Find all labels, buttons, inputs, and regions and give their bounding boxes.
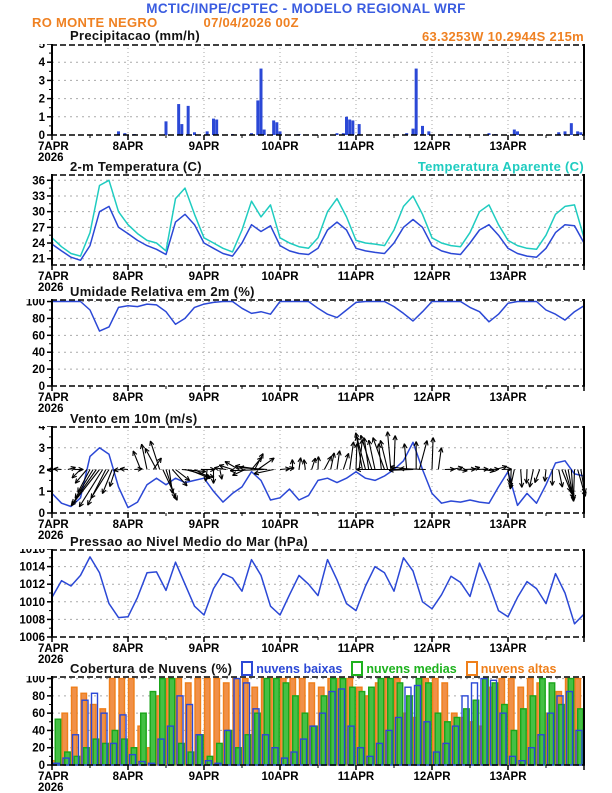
- svg-text:80: 80: [32, 691, 45, 703]
- svg-text:27: 27: [32, 222, 45, 234]
- svg-text:2026: 2026: [38, 152, 64, 163]
- svg-text:9APR: 9APR: [189, 519, 220, 531]
- svg-text:2026: 2026: [38, 282, 64, 293]
- svg-text:11APR: 11APR: [338, 771, 375, 783]
- svg-text:10APR: 10APR: [261, 141, 299, 153]
- svg-text:100: 100: [26, 676, 45, 686]
- svg-text:2026: 2026: [38, 530, 64, 541]
- svg-text:33: 33: [32, 191, 45, 203]
- svg-text:9APR: 9APR: [189, 771, 220, 783]
- svg-text:11APR: 11APR: [338, 643, 375, 655]
- svg-text:8APR: 8APR: [113, 519, 144, 531]
- svg-text:20: 20: [32, 743, 45, 755]
- svg-text:13APR: 13APR: [489, 141, 527, 153]
- svg-text:12APR: 12APR: [413, 271, 451, 283]
- svg-text:40: 40: [32, 347, 45, 359]
- svg-text:10APR: 10APR: [261, 771, 299, 783]
- svg-text:8APR: 8APR: [113, 771, 144, 783]
- svg-text:10APR: 10APR: [261, 643, 299, 655]
- svg-text:60: 60: [32, 708, 45, 720]
- svg-text:1010: 1010: [19, 597, 45, 609]
- svg-text:8APR: 8APR: [113, 141, 144, 153]
- station-coords: 63.3253W 10.2944S 215m: [422, 29, 584, 44]
- svg-text:2: 2: [39, 465, 45, 477]
- svg-text:1: 1: [39, 486, 46, 498]
- svg-text:13APR: 13APR: [489, 771, 527, 783]
- svg-text:4: 4: [39, 57, 46, 69]
- panel-title-precipitation: Precipitacao (mm/h): [70, 28, 200, 43]
- page-title: MCTIC/INPE/CPTEC - MODELO REGIONAL WRF: [0, 1, 612, 16]
- svg-text:2026: 2026: [38, 403, 64, 414]
- svg-text:5: 5: [39, 44, 46, 51]
- svg-text:2026: 2026: [38, 782, 64, 793]
- svg-text:30: 30: [32, 207, 45, 219]
- svg-text:1012: 1012: [19, 579, 45, 591]
- svg-text:10APR: 10APR: [261, 519, 299, 531]
- svg-text:3: 3: [39, 443, 45, 455]
- svg-text:13APR: 13APR: [489, 271, 527, 283]
- svg-text:12APR: 12APR: [413, 141, 451, 153]
- svg-text:1: 1: [39, 112, 46, 124]
- svg-text:8APR: 8APR: [113, 392, 144, 404]
- svg-text:3: 3: [39, 75, 45, 87]
- svg-text:36: 36: [32, 175, 45, 187]
- svg-text:80: 80: [32, 313, 45, 325]
- run-datetime: 07/04/2026 00Z: [204, 15, 299, 30]
- svg-text:60: 60: [32, 330, 45, 342]
- svg-text:11APR: 11APR: [338, 392, 375, 404]
- svg-text:4: 4: [39, 426, 46, 433]
- svg-text:13APR: 13APR: [489, 643, 527, 655]
- svg-text:12APR: 12APR: [413, 643, 451, 655]
- svg-text:1014: 1014: [19, 562, 45, 574]
- svg-text:9APR: 9APR: [189, 271, 220, 283]
- svg-text:1016: 1016: [19, 549, 45, 556]
- svg-text:1008: 1008: [19, 614, 45, 626]
- svg-text:10APR: 10APR: [261, 392, 299, 404]
- svg-text:8APR: 8APR: [113, 271, 144, 283]
- svg-text:9APR: 9APR: [189, 141, 220, 153]
- svg-text:9APR: 9APR: [189, 392, 220, 404]
- svg-text:12APR: 12APR: [413, 771, 451, 783]
- svg-text:12APR: 12APR: [413, 392, 451, 404]
- svg-text:11APR: 11APR: [338, 271, 375, 283]
- svg-text:13APR: 13APR: [489, 519, 527, 531]
- svg-text:11APR: 11APR: [338, 141, 375, 153]
- svg-text:40: 40: [32, 725, 45, 737]
- svg-text:21: 21: [32, 254, 45, 266]
- svg-text:11APR: 11APR: [338, 519, 375, 531]
- svg-text:9APR: 9APR: [189, 643, 220, 655]
- svg-text:24: 24: [32, 238, 45, 250]
- svg-text:12APR: 12APR: [413, 519, 451, 531]
- svg-text:100: 100: [26, 299, 45, 309]
- svg-text:10APR: 10APR: [261, 271, 299, 283]
- svg-text:2: 2: [39, 94, 45, 106]
- svg-text:8APR: 8APR: [113, 643, 144, 655]
- svg-text:13APR: 13APR: [489, 392, 527, 404]
- svg-text:20: 20: [32, 364, 45, 376]
- svg-text:2026: 2026: [38, 654, 64, 665]
